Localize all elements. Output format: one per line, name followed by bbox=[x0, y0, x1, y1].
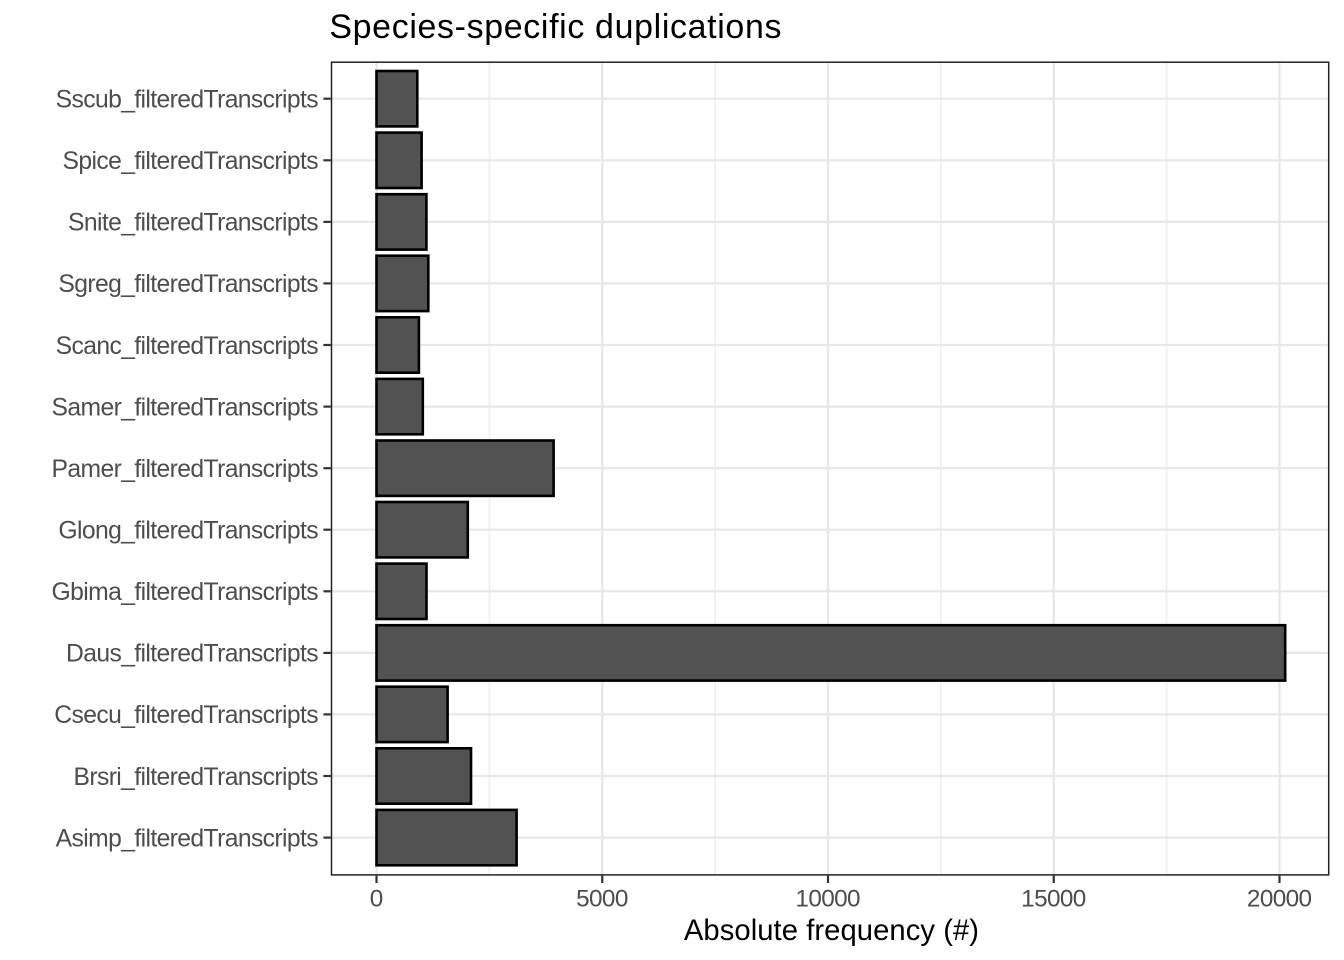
svg-text:Species-specific duplications: Species-specific duplications bbox=[329, 8, 782, 46]
svg-text:15000: 15000 bbox=[1021, 886, 1086, 913]
svg-text:Brsri_filteredTranscripts: Brsri_filteredTranscripts bbox=[74, 764, 319, 791]
svg-text:Csecu_filteredTranscripts: Csecu_filteredTranscripts bbox=[54, 702, 318, 729]
svg-text:0: 0 bbox=[370, 886, 383, 913]
svg-text:Gbima_filteredTranscripts: Gbima_filteredTranscripts bbox=[52, 579, 319, 606]
svg-text:Pamer_filteredTranscripts: Pamer_filteredTranscripts bbox=[52, 456, 319, 483]
svg-text:Absolute frequency (#): Absolute frequency (#) bbox=[684, 915, 979, 947]
svg-text:5000: 5000 bbox=[576, 886, 628, 913]
svg-text:Daus_filteredTranscripts: Daus_filteredTranscripts bbox=[66, 641, 318, 668]
svg-text:Sscub_filteredTranscripts: Sscub_filteredTranscripts bbox=[56, 86, 319, 113]
svg-text:Samer_filteredTranscripts: Samer_filteredTranscripts bbox=[52, 394, 319, 421]
svg-text:Spice_filteredTranscripts: Spice_filteredTranscripts bbox=[62, 148, 318, 175]
svg-text:Glong_filteredTranscripts: Glong_filteredTranscripts bbox=[58, 518, 318, 545]
svg-text:Asimp_filteredTranscripts: Asimp_filteredTranscripts bbox=[56, 825, 319, 852]
svg-text:10000: 10000 bbox=[795, 886, 860, 913]
svg-text:20000: 20000 bbox=[1247, 886, 1312, 913]
svg-text:Sgreg_filteredTranscripts: Sgreg_filteredTranscripts bbox=[58, 271, 318, 298]
svg-text:Scanc_filteredTranscripts: Scanc_filteredTranscripts bbox=[56, 333, 319, 360]
svg-text:Snite_filteredTranscripts: Snite_filteredTranscripts bbox=[68, 210, 318, 237]
